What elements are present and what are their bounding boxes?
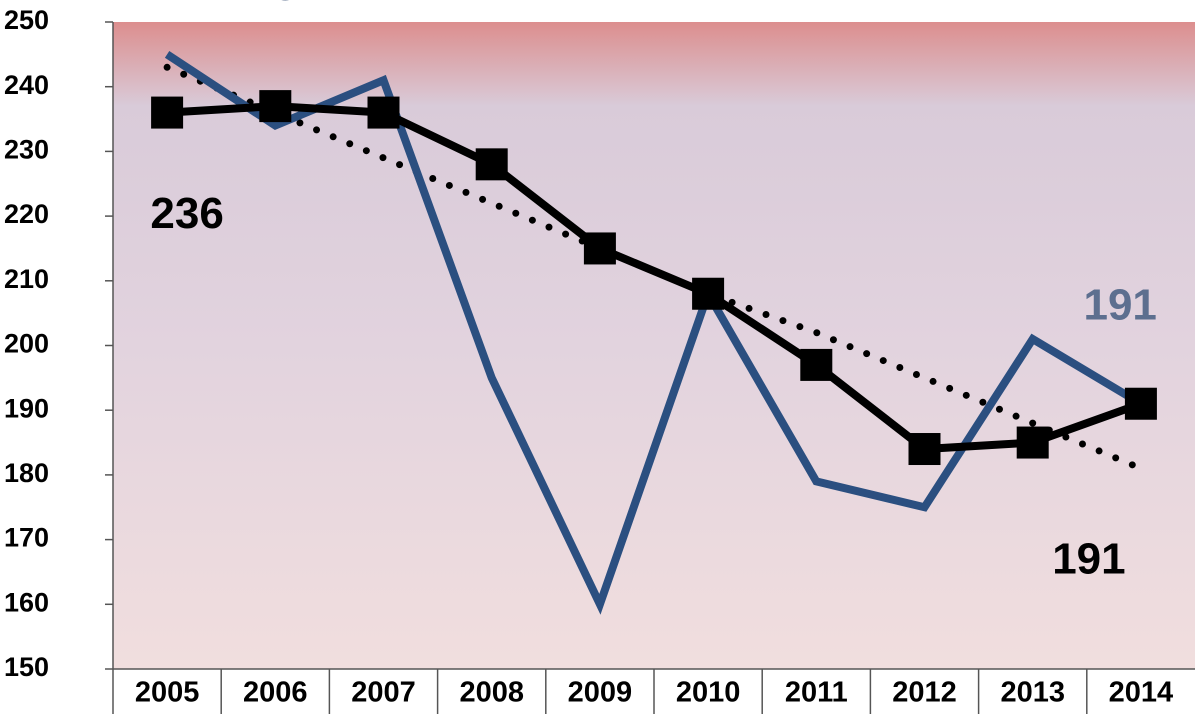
plot: 150 160 170 180 190 200 210 220 230 240 250 2005 200… bbox=[4, 0, 1195, 714]
marker bbox=[1124, 387, 1157, 420]
series-line bbox=[166, 102, 1143, 454]
value-label: 245 bbox=[224, 0, 297, 10]
x-tick-label: 2010 bbox=[676, 677, 741, 709]
y-tick-label: 150 bbox=[4, 652, 49, 682]
x-tick-label: 2014 bbox=[1109, 677, 1174, 709]
y-tick-label: 220 bbox=[4, 199, 49, 229]
y-tick-label: 170 bbox=[4, 523, 49, 553]
y-tick-label: 240 bbox=[4, 70, 49, 100]
x-tick-label: 2008 bbox=[459, 677, 524, 709]
x-tick-label: 2013 bbox=[1000, 677, 1065, 709]
value-label: 191 bbox=[1052, 534, 1125, 583]
plot-background bbox=[113, 22, 1195, 669]
y-tick-label: 160 bbox=[4, 587, 49, 617]
y-tick-label: 200 bbox=[4, 329, 49, 359]
marker bbox=[583, 232, 616, 265]
marker bbox=[800, 348, 833, 381]
y-tick-label: 250 bbox=[4, 5, 49, 35]
y-tick-label: 190 bbox=[4, 393, 49, 423]
marker bbox=[1016, 426, 1049, 459]
series-line bbox=[164, 51, 1143, 615]
marker bbox=[151, 96, 184, 129]
marker bbox=[692, 277, 725, 310]
x-tick-label: 2011 bbox=[785, 677, 848, 709]
marker bbox=[367, 96, 400, 129]
x-tick-label: 2012 bbox=[892, 677, 957, 709]
x-tick-label: 2007 bbox=[351, 677, 416, 709]
value-label: 236 bbox=[150, 189, 223, 238]
x-tick-label: 2005 bbox=[135, 677, 200, 709]
x-tick-label: 2009 bbox=[568, 677, 633, 709]
y-tick-label: 230 bbox=[4, 135, 49, 165]
y-tick-label: 210 bbox=[4, 264, 49, 294]
marker bbox=[908, 433, 941, 466]
x-tick-label: 2006 bbox=[243, 677, 308, 709]
value-label: 191 bbox=[1083, 280, 1156, 329]
marker bbox=[259, 90, 292, 123]
y-tick-label: 180 bbox=[4, 458, 49, 488]
marker bbox=[475, 148, 508, 181]
